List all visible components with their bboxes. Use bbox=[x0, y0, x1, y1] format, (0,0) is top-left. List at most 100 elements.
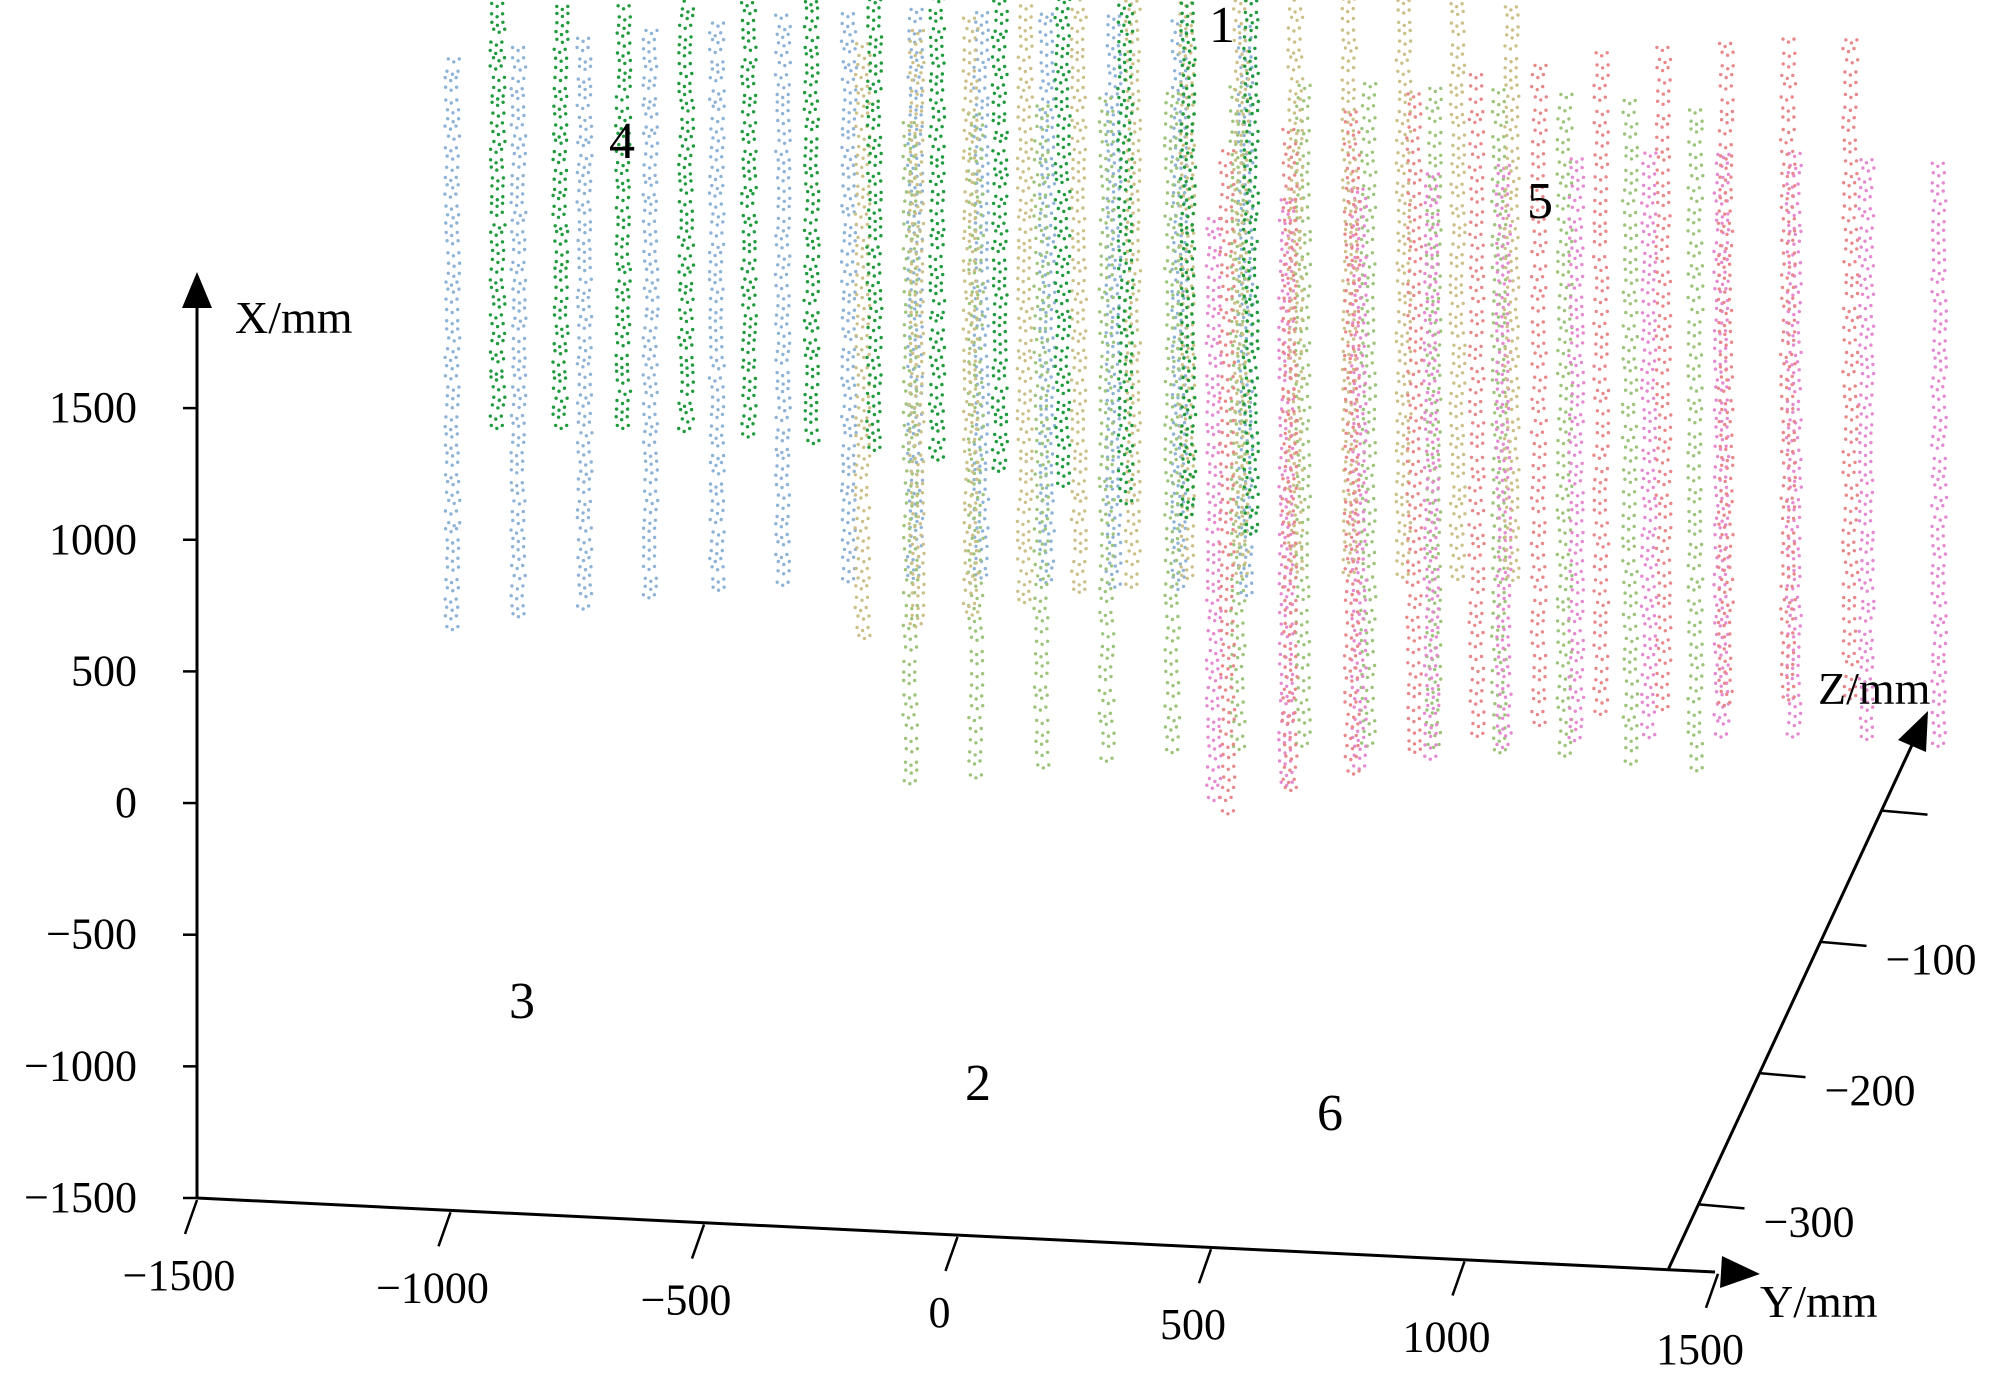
data-point bbox=[1171, 421, 1176, 425]
data-point bbox=[1112, 17, 1116, 21]
data-point bbox=[1214, 651, 1218, 656]
data-point bbox=[1035, 507, 1039, 512]
data-point bbox=[1629, 181, 1634, 185]
data-point bbox=[785, 415, 789, 420]
data-point bbox=[1372, 192, 1376, 197]
data-point bbox=[1361, 192, 1365, 197]
data-point bbox=[1290, 672, 1295, 677]
data-point bbox=[1370, 540, 1374, 544]
data-point bbox=[1033, 596, 1037, 600]
data-point bbox=[1687, 497, 1691, 501]
data-point bbox=[516, 79, 520, 84]
data-point bbox=[1230, 219, 1235, 224]
data-point bbox=[1206, 724, 1210, 729]
data-point bbox=[1234, 714, 1238, 718]
data-point bbox=[1692, 401, 1696, 405]
data-point bbox=[1431, 455, 1435, 460]
data-point bbox=[1113, 55, 1117, 59]
data-point bbox=[1241, 95, 1245, 100]
data-point bbox=[908, 86, 913, 91]
data-point bbox=[1694, 166, 1698, 170]
data-point bbox=[901, 247, 906, 251]
data-point bbox=[455, 204, 459, 208]
data-point bbox=[652, 83, 656, 88]
data-point bbox=[1039, 39, 1044, 43]
data-point bbox=[1240, 399, 1245, 403]
data-point bbox=[1688, 152, 1692, 157]
data-point bbox=[1046, 173, 1051, 177]
data-point bbox=[1628, 459, 1633, 463]
data-point bbox=[983, 566, 987, 571]
data-point bbox=[1241, 351, 1246, 355]
data-point bbox=[1688, 488, 1692, 492]
data-point bbox=[512, 65, 517, 69]
data-point bbox=[1306, 161, 1310, 166]
data-point bbox=[1308, 284, 1312, 288]
data-point bbox=[1497, 192, 1501, 196]
data-point bbox=[1555, 619, 1560, 623]
data-point bbox=[1181, 568, 1186, 572]
data-point bbox=[1561, 643, 1566, 647]
data-point bbox=[1632, 468, 1637, 472]
data-point bbox=[1621, 345, 1626, 350]
data-point bbox=[1111, 391, 1115, 396]
data-point bbox=[1107, 275, 1112, 279]
data-point bbox=[1628, 302, 1633, 306]
data-point bbox=[1691, 232, 1696, 236]
data-point bbox=[443, 75, 447, 80]
data-point bbox=[1040, 441, 1045, 446]
data-point bbox=[1692, 323, 1697, 327]
data-point bbox=[1211, 571, 1215, 575]
data-point bbox=[782, 141, 787, 145]
data-point bbox=[985, 103, 990, 107]
data-point bbox=[1101, 741, 1105, 745]
data-point bbox=[1217, 735, 1221, 739]
data-point bbox=[1561, 441, 1566, 446]
data-point bbox=[577, 323, 581, 327]
data-point bbox=[973, 528, 977, 533]
data-point bbox=[774, 482, 779, 487]
data-point bbox=[851, 21, 855, 26]
data-point bbox=[981, 290, 985, 294]
data-point bbox=[847, 386, 851, 390]
data-point bbox=[582, 259, 587, 263]
data-point bbox=[850, 260, 855, 264]
data-point bbox=[1562, 196, 1566, 200]
data-point bbox=[588, 336, 592, 340]
data-point bbox=[1106, 744, 1111, 748]
data-point bbox=[1699, 407, 1704, 411]
data-point bbox=[1635, 154, 1639, 158]
data-point bbox=[1634, 246, 1638, 250]
data-point bbox=[1103, 691, 1107, 696]
data-point bbox=[920, 7, 924, 12]
data-point bbox=[913, 659, 917, 664]
data-point bbox=[917, 488, 922, 493]
data-point bbox=[1051, 173, 1055, 177]
data-point bbox=[583, 87, 587, 92]
data-point bbox=[1105, 398, 1109, 403]
data-point bbox=[655, 390, 659, 395]
data-point bbox=[1165, 636, 1169, 640]
data-point bbox=[1172, 443, 1176, 447]
data-point bbox=[1046, 367, 1050, 372]
data-point bbox=[851, 355, 855, 359]
data-point bbox=[1049, 19, 1053, 23]
data-point bbox=[851, 163, 856, 167]
data-point bbox=[520, 481, 524, 485]
data-point bbox=[1212, 278, 1217, 282]
data-point bbox=[1099, 462, 1103, 467]
data-point bbox=[1632, 559, 1636, 563]
data-point bbox=[577, 188, 581, 193]
data-point bbox=[1306, 474, 1311, 479]
data-point bbox=[1427, 564, 1431, 569]
data-point bbox=[1372, 407, 1377, 412]
data-point bbox=[1177, 337, 1182, 341]
data-point bbox=[1686, 364, 1690, 368]
data-point bbox=[641, 593, 646, 597]
data-point bbox=[589, 135, 594, 139]
data-point bbox=[1098, 509, 1102, 513]
data-point bbox=[1110, 596, 1114, 600]
data-point bbox=[1425, 420, 1430, 424]
data-point bbox=[642, 76, 646, 80]
data-point bbox=[1278, 423, 1283, 428]
